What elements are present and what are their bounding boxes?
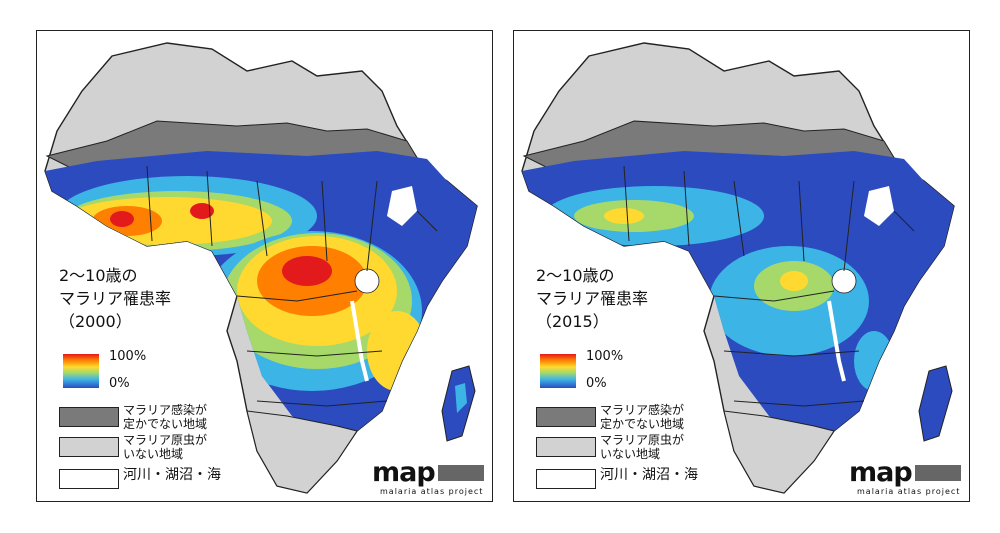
madagascar [918, 365, 953, 442]
no-parasite-label: マラリア原虫が いない地域 [600, 433, 684, 461]
lake-victoria [354, 268, 380, 294]
legend-title-line: （2000） [59, 312, 132, 331]
logo-graphic-icon [438, 465, 484, 481]
logo-wordmark: map [849, 457, 913, 488]
logo-wordmark: map [372, 457, 436, 488]
ramp-min-label: 0% [586, 376, 607, 391]
uncertain-label-line: 定かでない地域 [123, 417, 208, 431]
no-parasite-swatch [536, 437, 596, 457]
map-panel-2015: 2～10歳の マラリア罹患率 （2015） 100% 0% マラリア感染が 定か… [513, 30, 970, 502]
prevalence-color-ramp [540, 354, 576, 388]
south-africa-no-parasite [246, 410, 358, 494]
water-swatch [59, 469, 119, 489]
ramp-max-label: 100% [586, 349, 624, 364]
water-label: 河川・湖沼・海 [123, 467, 221, 483]
uncertain-swatch [59, 407, 119, 427]
no-parasite-label: マラリア原虫が いない地域 [123, 433, 207, 461]
uncertain-label: マラリア感染が 定かでない地域 [600, 403, 684, 431]
africa-prevalence-map-2015 [521, 42, 955, 494]
legend-title-line: （2015） [536, 312, 609, 331]
map-logo: map malaria atlas project [849, 457, 964, 499]
logo-tagline: malaria atlas project [857, 487, 961, 496]
logo-tagline: malaria atlas project [380, 487, 484, 496]
water-swatch [536, 469, 596, 489]
legend-title-line: マラリア罹患率 [536, 289, 649, 308]
lake-victoria [831, 268, 857, 294]
prevalence-color-ramp [63, 354, 99, 388]
africa-prevalence-map-2000 [44, 42, 478, 494]
uncertain-label-line: マラリア感染が [123, 403, 208, 417]
no-parasite-label-line: マラリア原虫が [600, 433, 685, 447]
ethiopian-highlands [864, 186, 894, 226]
uncertain-label: マラリア感染が 定かでない地域 [123, 403, 207, 431]
no-parasite-swatch [59, 437, 119, 457]
rift-lakes [350, 300, 369, 382]
uncertain-swatch [536, 407, 596, 427]
uncertain-label-line: 定かでない地域 [600, 417, 685, 431]
ethiopian-highlands [387, 186, 417, 226]
legend-title-line: マラリア罹患率 [59, 289, 172, 308]
no-parasite-label-line: いない地域 [123, 447, 184, 461]
map-panel-2000: 2～10歳の マラリア罹患率 （2000） 100% 0% マラリア感染が 定か… [36, 30, 493, 502]
water-label: 河川・湖沼・海 [600, 467, 698, 483]
ramp-max-label: 100% [109, 349, 147, 364]
legend-title-line: 2～10歳の [59, 266, 138, 285]
legend-title: 2～10歳の マラリア罹患率 （2000） [59, 264, 171, 333]
legend-title: 2～10歳の マラリア罹患率 （2015） [536, 264, 648, 333]
legend-title-line: 2～10歳の [536, 266, 615, 285]
map-logo: map malaria atlas project [372, 457, 487, 499]
logo-graphic-icon [915, 465, 961, 481]
rift-lakes [827, 300, 846, 382]
south-africa-no-parasite [723, 410, 835, 494]
no-parasite-label-line: マラリア原虫が [123, 433, 208, 447]
uncertain-label-line: マラリア感染が [600, 403, 685, 417]
ramp-min-label: 0% [109, 376, 130, 391]
no-parasite-label-line: いない地域 [600, 447, 661, 461]
